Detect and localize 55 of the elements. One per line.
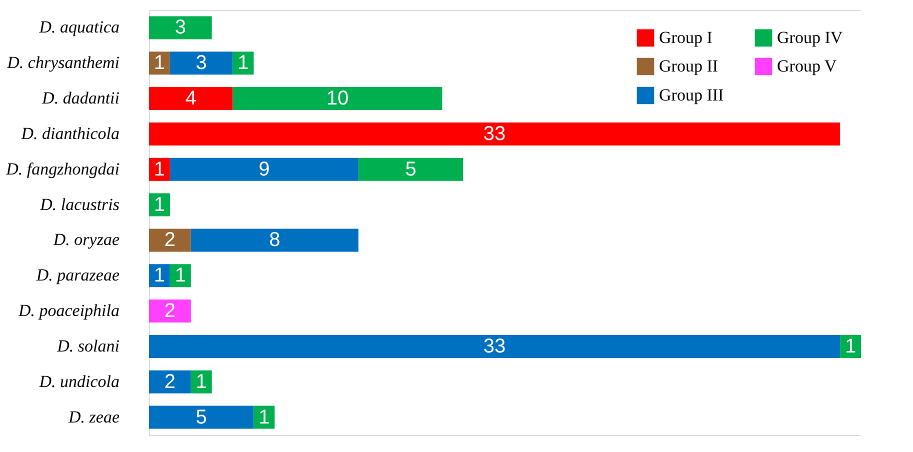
- bar: [190, 370, 212, 394]
- y-tick-label: D. solani: [56, 336, 120, 356]
- data-label: 2: [164, 300, 176, 322]
- data-label: 1: [196, 370, 207, 393]
- y-tick-label: D. aquatica: [38, 18, 120, 37]
- legend-label: Group IV: [777, 28, 844, 47]
- data-label: 1: [154, 194, 166, 216]
- data-label: 3: [196, 52, 207, 74]
- bar: [232, 87, 442, 110]
- legend-label: Group III: [659, 86, 724, 104]
- y-tick-label: D. oryzae: [52, 230, 120, 250]
- y-tick-label: D. fangzhongdai: [5, 159, 120, 178]
- data-label: 4: [185, 88, 196, 110]
- bar: [149, 334, 840, 358]
- bar: [149, 87, 233, 110]
- bar: [149, 406, 254, 429]
- data-label: 8: [269, 229, 280, 252]
- bar: [190, 228, 358, 252]
- data-label: 33: [483, 335, 506, 358]
- legend-label: Group II: [659, 56, 718, 76]
- data-label: 1: [154, 264, 166, 287]
- y-tick-label: D. parazeae: [35, 266, 120, 285]
- data-label: 5: [196, 406, 207, 428]
- bar: [149, 300, 191, 323]
- y-tick-label: D. zeae: [68, 407, 120, 426]
- y-tick-label: D. dianthicola: [20, 124, 120, 143]
- data-label: 1: [258, 406, 270, 428]
- data-label: 9: [258, 158, 270, 180]
- data-label: 2: [164, 229, 176, 252]
- data-label: 1: [174, 264, 186, 287]
- bar: [358, 158, 464, 181]
- y-tick-label: D. chrysanthemi: [6, 53, 120, 72]
- bar: [170, 52, 233, 75]
- bar: [149, 16, 212, 40]
- y-tick-label: D. undicola: [38, 372, 120, 391]
- bar: [254, 406, 275, 429]
- data-label: 33: [483, 122, 506, 145]
- y-tick-label: D. poaceiphila: [17, 301, 120, 320]
- bar: [840, 334, 861, 358]
- data-label: 1: [238, 52, 249, 74]
- data-label: 1: [154, 52, 166, 74]
- bar: [149, 122, 840, 146]
- data-label: 5: [405, 158, 416, 180]
- bar: [170, 158, 358, 181]
- legend-label: Group V: [777, 56, 838, 76]
- data-label: 10: [326, 88, 349, 110]
- data-label: 1: [154, 158, 166, 180]
- y-tick-label: D. dadantii: [41, 88, 120, 108]
- data-label: 3: [174, 16, 186, 39]
- bar: [149, 370, 191, 394]
- data-label: 1: [844, 335, 856, 358]
- bar: [149, 228, 191, 252]
- legend-label: Group I: [659, 28, 713, 47]
- data-label: 2: [164, 370, 176, 393]
- y-tick-label: D. lacustris: [39, 194, 120, 214]
